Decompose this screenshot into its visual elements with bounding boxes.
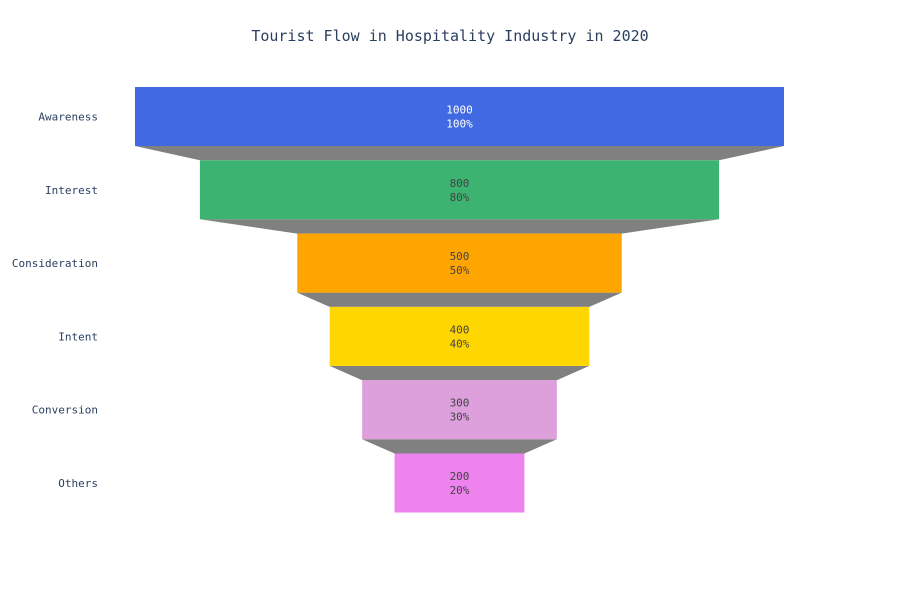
funnel-bar-intent[interactable] [329,306,590,366]
percent-label-awareness: 100% [446,118,473,131]
category-labels: Awareness Interest Consideration Intent Conv… [12,111,98,491]
funnel-bar-others[interactable] [394,453,525,513]
value-label-conversion: 300 [450,397,470,410]
category-label-others: Others [58,477,98,490]
funnel-connector-4 [362,439,557,454]
category-label-intent: Intent [58,330,98,343]
funnel-bars [135,87,784,513]
percent-label-conversion: 30% [450,411,470,424]
category-label-conversion: Conversion [32,404,98,417]
category-label-interest: Interest [45,184,98,197]
funnel-bar-awareness[interactable] [135,87,784,146]
value-label-intent: 400 [450,323,470,336]
funnel-connector-3 [329,365,590,381]
category-label-awareness: Awareness [38,111,98,124]
percent-label-consideration: 50% [450,264,470,277]
percent-label-others: 20% [450,484,470,497]
category-label-consideration: Consideration [12,257,98,270]
chart-title: Tourist Flow in Hospitality Industry in … [251,27,648,45]
funnel-bar-conversion[interactable] [362,380,557,440]
value-label-consideration: 500 [450,250,470,263]
funnel-connector-1 [199,219,720,234]
value-label-interest: 800 [450,177,470,190]
percent-label-interest: 80% [450,191,470,204]
funnel-connector-2 [297,292,622,307]
value-label-others: 200 [450,470,470,483]
funnel-bar-interest[interactable] [199,160,720,220]
value-label-awareness: 1000 [446,104,473,117]
funnel-connectors [135,146,784,454]
funnel-connector-0 [135,146,784,161]
percent-label-intent: 40% [450,337,470,350]
funnel-bar-consideration[interactable] [297,233,622,293]
